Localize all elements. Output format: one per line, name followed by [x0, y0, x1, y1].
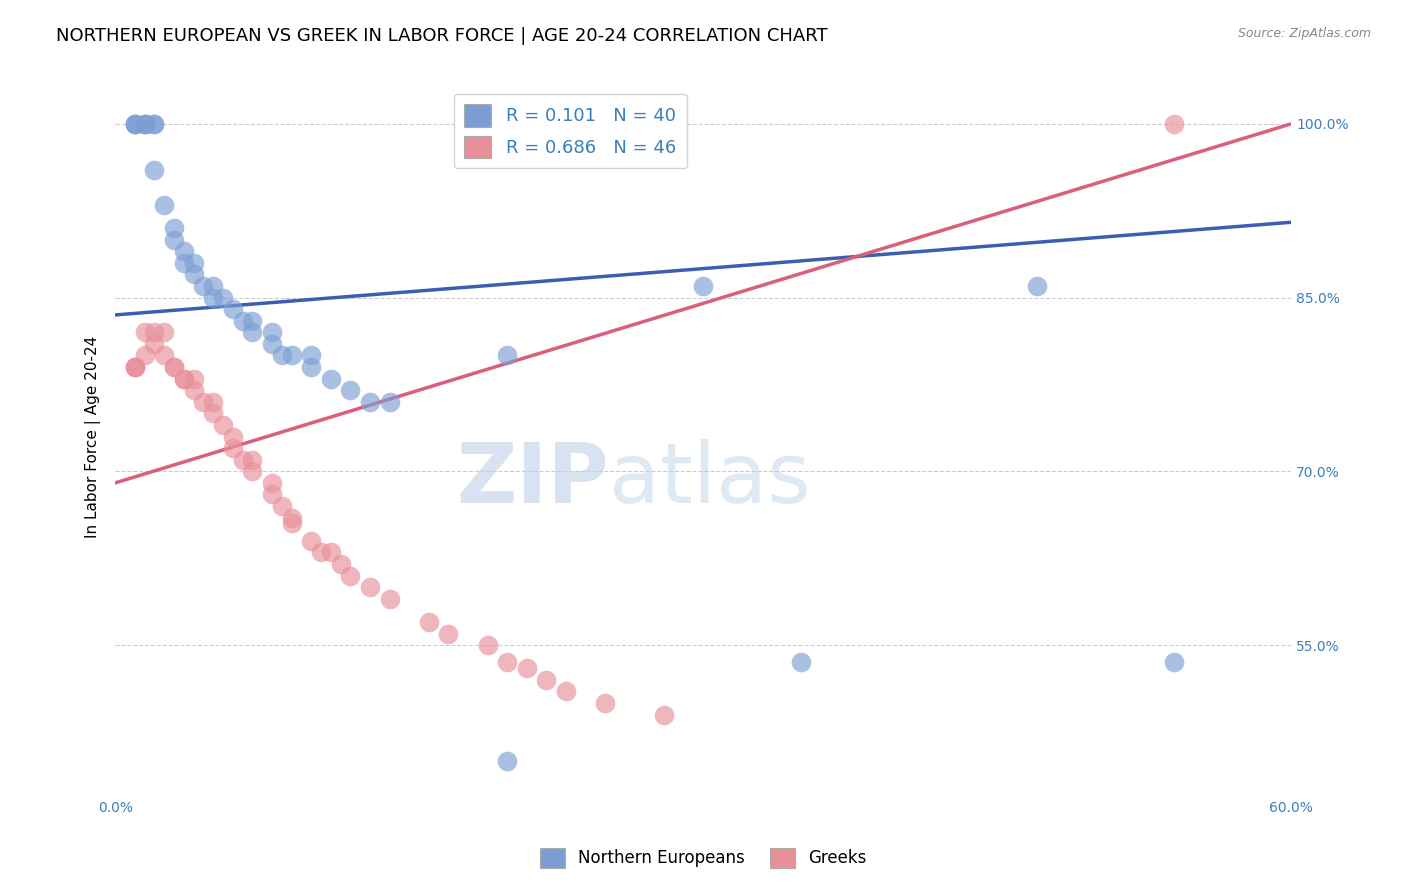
Point — [270, 499, 292, 513]
Point — [183, 383, 205, 397]
Point — [242, 464, 264, 478]
Text: ZIP: ZIP — [457, 439, 609, 520]
Point — [183, 268, 205, 282]
Point — [242, 452, 264, 467]
Point — [437, 626, 460, 640]
Point — [593, 696, 616, 710]
Point — [212, 291, 235, 305]
Point — [260, 337, 283, 351]
Point — [378, 591, 401, 606]
Point — [163, 233, 186, 247]
Legend: Northern Europeans, Greeks: Northern Europeans, Greeks — [533, 841, 873, 875]
Point — [359, 580, 381, 594]
Point — [153, 326, 176, 340]
Point — [280, 516, 302, 531]
Point — [143, 163, 166, 178]
Point — [1163, 117, 1185, 131]
Point — [183, 256, 205, 270]
Point — [477, 638, 499, 652]
Point — [260, 487, 283, 501]
Point — [134, 117, 156, 131]
Point — [124, 360, 146, 375]
Text: Source: ZipAtlas.com: Source: ZipAtlas.com — [1237, 27, 1371, 40]
Point — [124, 117, 146, 131]
Text: NORTHERN EUROPEAN VS GREEK IN LABOR FORCE | AGE 20-24 CORRELATION CHART: NORTHERN EUROPEAN VS GREEK IN LABOR FORC… — [56, 27, 828, 45]
Point — [222, 441, 245, 455]
Point — [260, 475, 283, 490]
Point — [1163, 656, 1185, 670]
Point — [124, 360, 146, 375]
Point — [202, 394, 225, 409]
Point — [143, 337, 166, 351]
Point — [496, 754, 519, 768]
Point — [163, 221, 186, 235]
Point — [124, 360, 146, 375]
Point — [193, 394, 215, 409]
Point — [280, 349, 302, 363]
Point — [222, 429, 245, 443]
Point — [319, 545, 342, 559]
Point — [163, 360, 186, 375]
Point — [202, 279, 225, 293]
Point — [339, 383, 361, 397]
Point — [299, 360, 322, 375]
Point — [134, 117, 156, 131]
Point — [193, 279, 215, 293]
Text: atlas: atlas — [609, 439, 811, 520]
Point — [232, 314, 254, 328]
Point — [339, 568, 361, 582]
Y-axis label: In Labor Force | Age 20-24: In Labor Force | Age 20-24 — [86, 335, 101, 538]
Point — [173, 371, 195, 385]
Point — [1025, 279, 1047, 293]
Point — [536, 673, 558, 687]
Point — [652, 707, 675, 722]
Point — [516, 661, 538, 675]
Point — [134, 326, 156, 340]
Point — [202, 291, 225, 305]
Point — [378, 394, 401, 409]
Point — [173, 256, 195, 270]
Point — [134, 117, 156, 131]
Legend: R = 0.101   N = 40, R = 0.686   N = 46: R = 0.101 N = 40, R = 0.686 N = 46 — [454, 94, 688, 169]
Point — [124, 117, 146, 131]
Point — [153, 198, 176, 212]
Point — [496, 656, 519, 670]
Point — [692, 279, 714, 293]
Point — [202, 406, 225, 420]
Point — [173, 371, 195, 385]
Point — [309, 545, 332, 559]
Point — [134, 349, 156, 363]
Point — [555, 684, 578, 698]
Point — [242, 326, 264, 340]
Point — [222, 302, 245, 317]
Point — [163, 360, 186, 375]
Point — [496, 349, 519, 363]
Point — [359, 394, 381, 409]
Point — [124, 117, 146, 131]
Point — [143, 117, 166, 131]
Point — [299, 533, 322, 548]
Point — [270, 349, 292, 363]
Point — [790, 656, 813, 670]
Point — [232, 452, 254, 467]
Point — [153, 349, 176, 363]
Point — [329, 557, 352, 571]
Point — [143, 117, 166, 131]
Point — [173, 244, 195, 259]
Point — [212, 417, 235, 432]
Point — [299, 349, 322, 363]
Point — [319, 371, 342, 385]
Point — [280, 510, 302, 524]
Point — [183, 371, 205, 385]
Point — [260, 326, 283, 340]
Point — [143, 326, 166, 340]
Point — [242, 314, 264, 328]
Point — [418, 615, 440, 629]
